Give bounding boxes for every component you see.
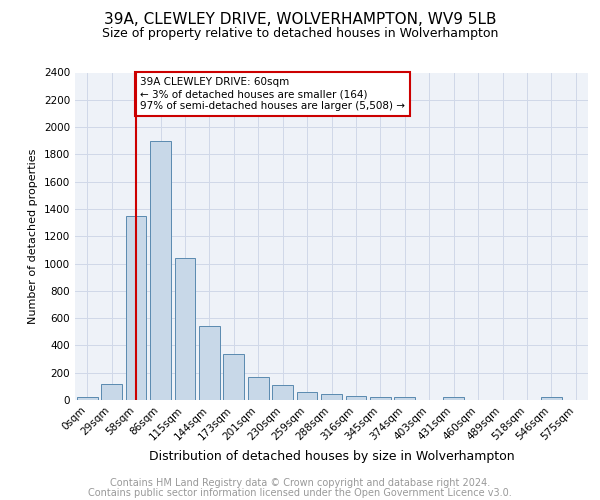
Bar <box>321 394 342 400</box>
Bar <box>346 396 367 400</box>
Bar <box>175 258 196 400</box>
Bar <box>370 396 391 400</box>
Bar <box>101 384 122 400</box>
Text: 39A CLEWLEY DRIVE: 60sqm
← 3% of detached houses are smaller (164)
97% of semi-d: 39A CLEWLEY DRIVE: 60sqm ← 3% of detache… <box>140 78 405 110</box>
Y-axis label: Number of detached properties: Number of detached properties <box>28 148 38 324</box>
Bar <box>541 398 562 400</box>
Text: Contains public sector information licensed under the Open Government Licence v3: Contains public sector information licen… <box>88 488 512 498</box>
Bar <box>150 140 171 400</box>
Bar <box>443 398 464 400</box>
Text: Contains HM Land Registry data © Crown copyright and database right 2024.: Contains HM Land Registry data © Crown c… <box>110 478 490 488</box>
Bar <box>272 385 293 400</box>
Text: Size of property relative to detached houses in Wolverhampton: Size of property relative to detached ho… <box>102 28 498 40</box>
Text: 39A, CLEWLEY DRIVE, WOLVERHAMPTON, WV9 5LB: 39A, CLEWLEY DRIVE, WOLVERHAMPTON, WV9 5… <box>104 12 496 28</box>
Bar <box>199 326 220 400</box>
Bar <box>223 354 244 400</box>
Bar <box>125 216 146 400</box>
Bar <box>394 398 415 400</box>
Bar <box>248 377 269 400</box>
Bar <box>77 398 98 400</box>
X-axis label: Distribution of detached houses by size in Wolverhampton: Distribution of detached houses by size … <box>149 450 514 463</box>
Bar <box>296 392 317 400</box>
